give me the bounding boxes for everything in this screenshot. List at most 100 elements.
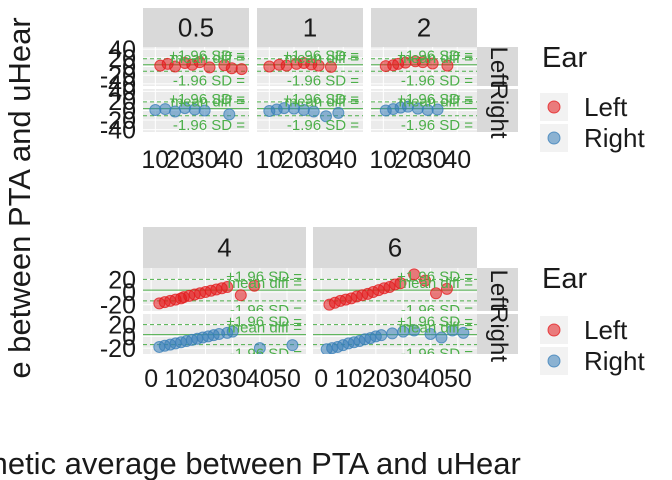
x-tick-label: 30 bbox=[219, 365, 247, 393]
points-left bbox=[379, 55, 454, 73]
lower-loa-annotation: -1.96 SD = bbox=[401, 117, 473, 134]
data-point bbox=[375, 329, 388, 342]
x-tick-label: 30 bbox=[419, 146, 447, 174]
x-tick-label: 20 bbox=[166, 146, 194, 174]
data-point bbox=[263, 60, 276, 73]
mean-annotation: mean diff = bbox=[399, 320, 474, 337]
legend-swatch-right bbox=[547, 354, 561, 368]
mean-annotation: mean diff = bbox=[171, 50, 246, 67]
annotations: +1.96 SD =mean diff = -1.96 SD = bbox=[226, 268, 303, 311]
facet-strip bbox=[313, 227, 477, 268]
legend-label: Left bbox=[584, 315, 628, 345]
mean-annotation: mean diff = bbox=[399, 275, 474, 292]
data-point bbox=[430, 287, 442, 300]
y-tick-label: 20 bbox=[108, 45, 136, 73]
facet-strip bbox=[371, 8, 477, 47]
points-left bbox=[153, 279, 261, 310]
points-right bbox=[153, 325, 299, 354]
x-tick-label: 0 bbox=[314, 365, 328, 393]
annotations: +1.96 SD =mean diff = -1.96 SD = bbox=[397, 268, 474, 311]
y-tick-label: 0 bbox=[122, 323, 136, 351]
data-point bbox=[332, 106, 345, 119]
y-tick-label: 20 bbox=[108, 312, 136, 340]
data-point bbox=[234, 289, 247, 302]
y-tick-label: -40 bbox=[100, 71, 136, 99]
panel: +1.96 SD =mean diff = -1.96 SD = bbox=[313, 268, 477, 311]
data-point bbox=[226, 325, 239, 338]
x-tick-label: 10 bbox=[369, 146, 397, 174]
data-point bbox=[221, 280, 234, 293]
x-tick-label: 10 bbox=[164, 365, 192, 393]
data-point bbox=[235, 63, 248, 76]
x-tick-label: 40 bbox=[246, 365, 274, 393]
annotations: +1.96 SD =mean diff = -1.96 SD = bbox=[397, 91, 473, 134]
facet-strip bbox=[143, 8, 249, 47]
upper-loa-annotation: +1.96 SD = bbox=[283, 91, 359, 108]
y-tick-label: 0 bbox=[122, 279, 136, 307]
panel: +1.96 SD =mean diff = -1.96 SD = bbox=[257, 47, 363, 89]
x-tick-label: 40 bbox=[443, 146, 471, 174]
annotations: +1.96 SD =mean diff = -1.96 SD = bbox=[397, 48, 473, 86]
panel: +1.96 SD =mean diff = -1.96 SD = bbox=[257, 89, 363, 132]
row-strip-label: Left bbox=[485, 46, 512, 86]
upper-loa-annotation: +1.96 SD = bbox=[169, 48, 245, 65]
legend-label: Right bbox=[584, 346, 645, 376]
y-axis-title: e between PTA and uHear bbox=[2, 17, 37, 378]
data-point bbox=[408, 268, 421, 281]
data-point bbox=[312, 59, 325, 72]
x-tick-label: 50 bbox=[273, 365, 301, 393]
data-point bbox=[386, 327, 399, 340]
data-point bbox=[457, 326, 470, 339]
data-point bbox=[286, 339, 299, 352]
points-left bbox=[323, 268, 453, 311]
annotations: +1.96 SD =mean diff = -1.96 SD = bbox=[283, 91, 360, 132]
facet-strip-label: 0.5 bbox=[178, 13, 214, 43]
points-left bbox=[154, 56, 248, 76]
annotations: +1.96 SD =mean diff = -1.96 SD = bbox=[169, 48, 246, 89]
x-tick-label: 30 bbox=[191, 146, 219, 174]
row-strip bbox=[477, 47, 518, 86]
data-point bbox=[408, 324, 421, 337]
lower-loa-annotation: -1.96 SD = bbox=[173, 72, 245, 89]
y-tick-label: 20 bbox=[108, 88, 136, 116]
legend-swatch-right bbox=[547, 131, 561, 145]
data-point bbox=[253, 342, 266, 354]
points-right bbox=[263, 102, 345, 123]
lower-loa-annotation: -1.96 SD = bbox=[173, 117, 245, 134]
upper-loa-annotation: +1.96 SD = bbox=[226, 314, 302, 331]
y-tick-label: 20 bbox=[108, 266, 136, 294]
data-point bbox=[440, 282, 453, 295]
lower-loa-annotation: -1.96 SD = bbox=[287, 72, 359, 89]
x-tick-label: 40 bbox=[417, 365, 445, 393]
facet-strip-label: 2 bbox=[417, 13, 431, 43]
x-tick-label: 30 bbox=[389, 365, 417, 393]
row-strip-label: Right bbox=[485, 82, 512, 138]
facet-strip-label: 6 bbox=[388, 233, 402, 263]
x-tick-label: 10 bbox=[335, 365, 363, 393]
panel: +1.96 SD =mean diff = -1.96 SD = bbox=[371, 47, 477, 86]
y-tick-label: 40 bbox=[108, 36, 136, 64]
x-tick-label: 20 bbox=[192, 365, 220, 393]
mean-annotation: mean diff = bbox=[228, 275, 303, 292]
y-tick-label: -20 bbox=[100, 292, 136, 320]
mean-annotation: mean diff = bbox=[285, 94, 360, 111]
panel: +1.96 SD =mean diff = -1.96 SD = bbox=[371, 89, 477, 134]
mean-annotation: mean diff = bbox=[228, 320, 303, 337]
y-tick-label: 0 bbox=[122, 54, 136, 82]
facet-strip bbox=[143, 227, 306, 268]
x-tick-label: 40 bbox=[215, 146, 243, 174]
panel: +1.96 SD =mean diff = -1.96 SD = bbox=[143, 47, 249, 89]
panel: +1.96 SD =mean diff = -1.96 SD = bbox=[143, 314, 306, 354]
points-right bbox=[320, 324, 470, 354]
x-tick-label: 0 bbox=[144, 365, 158, 393]
upper-loa-annotation: +1.96 SD = bbox=[226, 268, 302, 285]
upper-loa-annotation: +1.96 SD = bbox=[397, 268, 473, 285]
x-tick-label: 40 bbox=[329, 146, 357, 174]
data-point bbox=[203, 61, 216, 74]
annotations: +1.96 SD =mean diff = -1.96 SD = bbox=[283, 48, 359, 89]
row-strip bbox=[477, 89, 518, 132]
lower-loa-annotation: -1.96 SD = bbox=[401, 346, 473, 363]
